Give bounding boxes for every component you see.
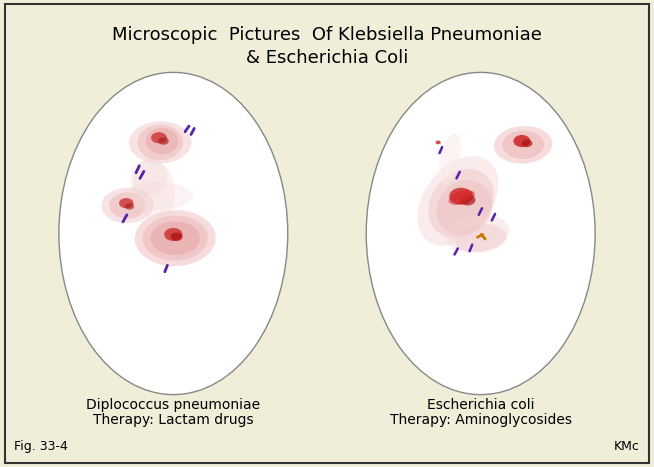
Ellipse shape [449,190,475,205]
Circle shape [522,140,532,147]
Ellipse shape [445,215,509,252]
Text: & Escherichia Coli: & Escherichia Coli [246,49,408,67]
Circle shape [513,135,530,147]
Ellipse shape [428,169,494,238]
Ellipse shape [135,210,216,266]
Circle shape [151,132,167,143]
Ellipse shape [146,128,179,154]
Ellipse shape [101,188,154,223]
Ellipse shape [494,126,553,163]
Circle shape [164,228,182,241]
Ellipse shape [417,156,498,246]
Ellipse shape [121,182,193,210]
Ellipse shape [137,125,183,160]
Ellipse shape [436,180,492,236]
Text: Diplococcus pneumoniae: Diplococcus pneumoniae [86,398,260,412]
Ellipse shape [129,121,192,163]
Ellipse shape [366,72,595,395]
Ellipse shape [439,133,461,184]
Text: Microscopic  Pictures  Of Klebsiella Pneumoniae: Microscopic Pictures Of Klebsiella Pneum… [112,26,542,44]
Ellipse shape [131,159,167,196]
Ellipse shape [455,224,506,253]
Ellipse shape [143,216,208,261]
Text: Escherichia coli: Escherichia coli [427,398,534,412]
Circle shape [460,194,475,205]
Text: Therapy: Lactam drugs: Therapy: Lactam drugs [93,413,254,427]
Ellipse shape [150,221,200,255]
Circle shape [125,203,134,210]
Ellipse shape [502,131,544,159]
Text: Therapy: Aminoglycosides: Therapy: Aminoglycosides [390,413,572,427]
Ellipse shape [59,72,288,395]
Ellipse shape [451,191,472,202]
Circle shape [436,141,441,144]
Ellipse shape [109,192,146,219]
Circle shape [119,198,133,208]
Text: Fig. 33-4: Fig. 33-4 [14,440,68,453]
Ellipse shape [133,159,175,219]
Circle shape [158,137,169,145]
Circle shape [449,188,473,205]
Text: KMc: KMc [613,440,640,453]
Circle shape [171,233,182,241]
